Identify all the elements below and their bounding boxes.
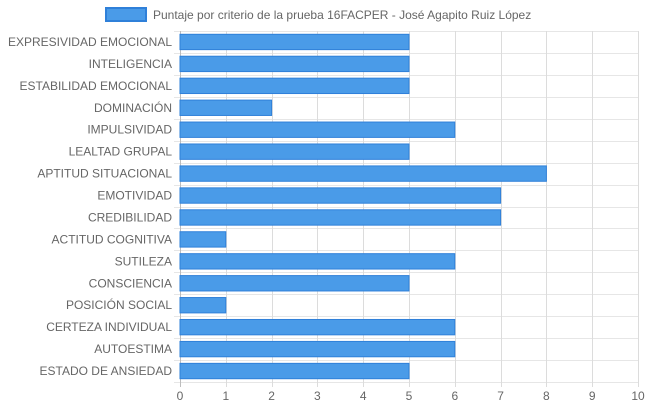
bar[interactable] <box>179 318 456 336</box>
bar[interactable] <box>179 231 227 248</box>
category-label: EMOTIVIDAD <box>97 189 172 203</box>
legend-label[interactable]: Puntaje por criterio de la prueba 16FACP… <box>153 8 531 22</box>
bar[interactable] <box>179 297 227 314</box>
x-tick-label: 3 <box>314 389 321 403</box>
bar[interactable] <box>179 121 456 138</box>
category-label: CREDIBILIDAD <box>88 210 172 224</box>
x-tick-label: 2 <box>268 389 275 403</box>
category-label: ESTADO DE ANSIEDAD <box>40 364 173 378</box>
x-tick-label: 5 <box>406 389 413 403</box>
bar[interactable] <box>179 340 456 358</box>
category-label: ACTITUD COGNITIVA <box>52 232 172 246</box>
category-label: CERTEZA INDIVIDUAL <box>46 320 172 334</box>
category-label: IMPULSIVIDAD <box>87 123 172 137</box>
bar[interactable] <box>179 165 547 182</box>
category-label: POSICIÓN SOCIAL <box>66 297 172 312</box>
bar[interactable] <box>179 33 410 51</box>
category-label: AUTOESTIMA <box>94 342 172 356</box>
bar[interactable] <box>179 362 410 380</box>
category-label: CONSCIENCIA <box>89 276 172 290</box>
category-labels: EXPRESIVIDAD EMOCIONAL INTELIGENCIA ESTABI… <box>8 35 172 378</box>
bar-series <box>179 33 547 380</box>
bar[interactable] <box>179 143 410 160</box>
x-axis-ticks: 0 1 2 3 4 5 6 7 8 9 10 <box>177 389 645 403</box>
x-tick-label: 6 <box>451 389 458 403</box>
bar[interactable] <box>179 55 410 73</box>
bar[interactable] <box>179 99 273 116</box>
category-label: APTITUD SITUACIONAL <box>37 167 172 181</box>
category-label: EXPRESIVIDAD EMOCIONAL <box>8 35 172 49</box>
category-label: SUTILEZA <box>115 254 172 268</box>
bar[interactable] <box>179 77 410 95</box>
category-label: DOMINACIÓN <box>94 100 172 115</box>
x-tick-label: 7 <box>497 389 504 403</box>
x-tick-label: 1 <box>222 389 229 403</box>
x-tick-label: 8 <box>543 389 550 403</box>
category-label: INTELIGENCIA <box>89 57 172 71</box>
x-tick-label: 10 <box>631 389 645 403</box>
x-tick-label: 9 <box>589 389 596 403</box>
x-tick-label: 4 <box>360 389 367 403</box>
legend[interactable]: Puntaje por criterio de la prueba 16FACP… <box>105 7 531 22</box>
legend-swatch[interactable] <box>105 7 147 22</box>
category-label: ESTABILIDAD EMOCIONAL <box>20 79 173 93</box>
category-label: LEALTAD GRUPAL <box>69 145 173 159</box>
bar[interactable] <box>179 209 502 226</box>
bar[interactable] <box>179 253 456 270</box>
bar[interactable] <box>179 275 410 292</box>
bar[interactable] <box>179 187 502 204</box>
x-tick-label: 0 <box>177 389 184 403</box>
